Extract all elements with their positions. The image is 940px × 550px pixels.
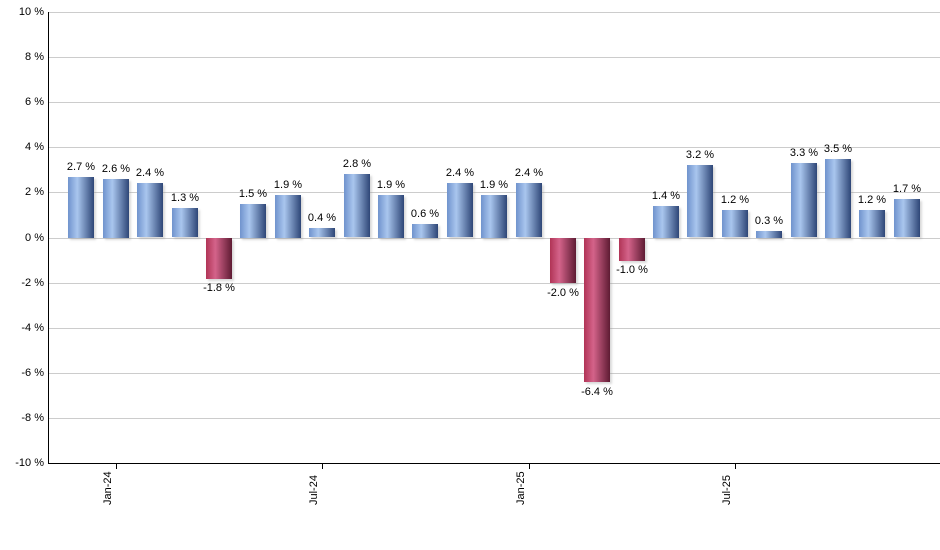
y-axis-tick-label: -6 % — [21, 367, 44, 379]
negative-bar — [584, 238, 610, 382]
bar-value-label: 1.2 % — [720, 194, 750, 206]
positive-bar — [791, 163, 817, 237]
bar-value-label: 2.7 % — [66, 161, 96, 173]
y-axis-tick-label: -8 % — [21, 412, 44, 424]
x-axis-tick-label-text: Jul-25 — [721, 475, 733, 505]
y-axis-tick-label: 2 % — [25, 186, 44, 198]
y-gridline — [48, 102, 940, 103]
x-axis-tick-mark — [116, 463, 117, 469]
bar-value-label: 3.5 % — [823, 143, 853, 155]
negative-bar — [619, 238, 645, 261]
y-gridline — [48, 328, 940, 329]
y-axis-tick-label: -10 % — [15, 457, 44, 469]
bar-value-label: 3.2 % — [685, 149, 715, 161]
bar-value-label: 2.4 % — [445, 167, 475, 179]
positive-bar — [859, 210, 885, 237]
x-axis-tick-label-text: Jul-24 — [308, 475, 320, 505]
positive-bar — [240, 204, 266, 238]
y-gridline — [48, 12, 940, 13]
y-axis-tick-label: -4 % — [21, 322, 44, 334]
bar-value-label: 1.4 % — [651, 190, 681, 202]
bar-value-label: -1.8 % — [203, 282, 235, 294]
bar-value-label: 1.5 % — [238, 188, 268, 200]
bar-value-label: 1.3 % — [170, 192, 200, 204]
positive-bar — [825, 159, 851, 238]
bar-value-label: 0.6 % — [410, 208, 440, 220]
x-axis-tick-mark — [735, 463, 736, 469]
y-gridline — [48, 192, 940, 193]
y-gridline — [48, 283, 940, 284]
positive-bar — [447, 183, 473, 237]
y-gridline — [48, 418, 940, 419]
bar-value-label: -6.4 % — [581, 386, 613, 398]
y-axis-tick-label: 4 % — [25, 141, 44, 153]
bar-value-label: -1.0 % — [616, 264, 648, 276]
y-axis-tick-label: 0 % — [25, 232, 44, 244]
x-axis-line — [48, 463, 940, 464]
bar-value-label: 1.9 % — [273, 179, 303, 191]
positive-bar — [722, 210, 748, 237]
bar-value-label: 2.4 % — [135, 167, 165, 179]
positive-bar — [756, 231, 782, 238]
positive-bar — [309, 228, 335, 237]
bar-value-label: 3.3 % — [789, 147, 819, 159]
y-axis-tick-label: 10 % — [18, 6, 44, 18]
negative-bar — [550, 238, 576, 283]
bar-value-label: 1.7 % — [892, 183, 922, 195]
bar-value-label: 2.6 % — [101, 163, 131, 175]
positive-bar — [516, 183, 542, 237]
y-gridline — [48, 57, 940, 58]
positive-bar — [344, 174, 370, 237]
positive-bar — [275, 195, 301, 238]
positive-bar — [103, 179, 129, 238]
positive-bar — [137, 183, 163, 237]
x-axis-tick-mark — [529, 463, 530, 469]
positive-bar — [687, 165, 713, 237]
positive-bar — [653, 206, 679, 238]
negative-bar — [206, 238, 232, 279]
bar-value-label: 1.9 % — [479, 179, 509, 191]
y-axis-tick-label: -2 % — [21, 277, 44, 289]
bar-value-label: 2.8 % — [342, 158, 372, 170]
y-gridline — [48, 147, 940, 148]
y-gridline — [48, 238, 940, 239]
bar-value-label: 1.9 % — [376, 179, 406, 191]
bar-value-label: 2.4 % — [514, 167, 544, 179]
positive-bar — [172, 208, 198, 237]
x-axis-tick-label-text: Jan-25 — [515, 471, 527, 505]
bar-value-label: 1.2 % — [857, 194, 887, 206]
positive-bar — [68, 177, 94, 238]
bar-value-label: 0.4 % — [307, 212, 337, 224]
positive-bar — [894, 199, 920, 237]
bar-value-label: -2.0 % — [547, 287, 579, 299]
y-gridline — [48, 373, 940, 374]
positive-bar — [481, 195, 507, 238]
y-axis-line — [48, 12, 49, 463]
x-axis-tick-label-text: Jan-24 — [102, 471, 114, 505]
positive-bar — [378, 195, 404, 238]
positive-bar — [412, 224, 438, 238]
y-axis-tick-label: 8 % — [25, 51, 44, 63]
y-axis-tick-label: 6 % — [25, 96, 44, 108]
x-axis-tick-mark — [322, 463, 323, 469]
bar-value-label: 0.3 % — [754, 215, 784, 227]
